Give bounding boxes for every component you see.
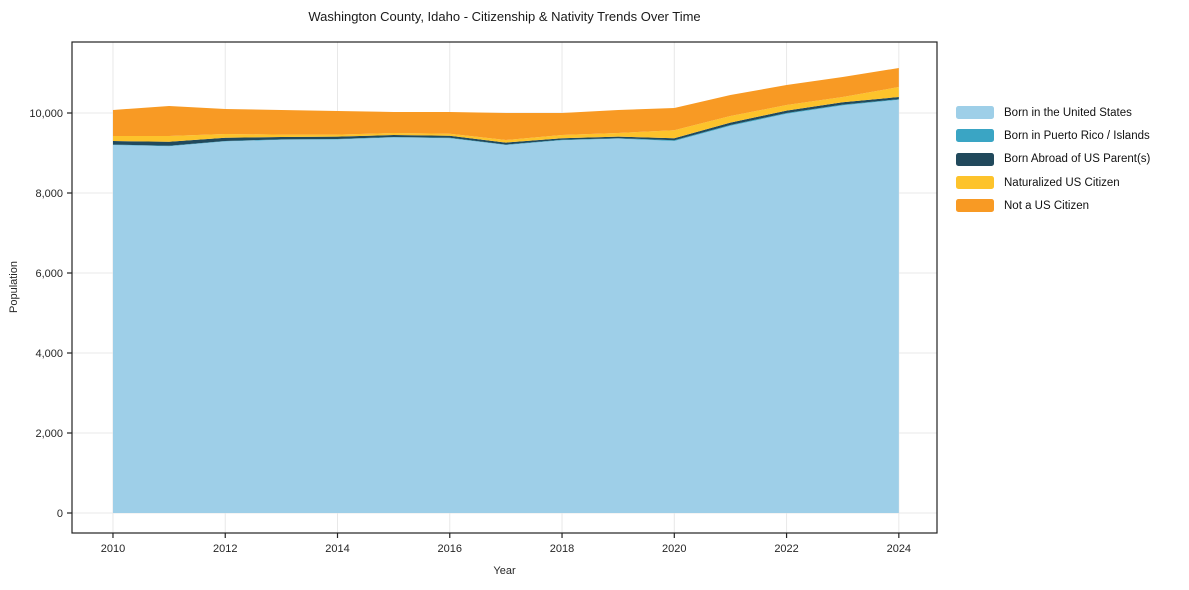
- legend-swatch: [956, 176, 994, 190]
- x-tick-label: 2016: [438, 543, 462, 555]
- area-born-in-the-united-states: [112, 99, 899, 514]
- x-tick-label: 2020: [662, 543, 686, 555]
- legend-item: Born in the United States: [956, 101, 1150, 124]
- y-tick-label: 4,000: [35, 348, 63, 360]
- x-tick-label: 2012: [213, 543, 237, 555]
- legend-item: Born in Puerto Rico / Islands: [956, 124, 1150, 147]
- legend-label: Born in Puerto Rico / Islands: [1004, 129, 1150, 142]
- legend-label: Born Abroad of US Parent(s): [1004, 153, 1151, 166]
- y-axis-label: Population: [8, 261, 20, 313]
- x-axis-label: Year: [493, 565, 516, 577]
- x-tick-label: 2014: [325, 543, 349, 555]
- chart-title: Washington County, Idaho - Citizenship &…: [308, 9, 701, 24]
- y-tick-label: 2,000: [35, 428, 63, 440]
- legend-swatch: [956, 152, 994, 166]
- legend-item: Born Abroad of US Parent(s): [956, 148, 1150, 171]
- area-born-abroad-of-us-parent-s: [112, 97, 899, 146]
- x-tick-label: 2018: [550, 543, 574, 555]
- legend: Born in the United States Born in Puerto …: [956, 101, 1150, 217]
- y-tick-label: 0: [57, 508, 63, 520]
- legend-label: Born in the United States: [1004, 106, 1132, 119]
- x-tick-label: 2010: [101, 543, 125, 555]
- area-not-a-us-citizen: [112, 68, 899, 140]
- legend-swatch: [956, 199, 994, 213]
- legend-item: Naturalized US Citizen: [956, 171, 1150, 194]
- x-tick-label: 2022: [774, 543, 798, 555]
- x-tick-label: 2024: [887, 543, 911, 555]
- legend-label: Not a US Citizen: [1004, 199, 1090, 212]
- y-tick-label: 8,000: [35, 188, 63, 200]
- y-tick-label: 10,000: [29, 108, 63, 120]
- legend-label: Naturalized US Citizen: [1004, 176, 1120, 189]
- plot-border: [71, 41, 938, 534]
- legend-item: Not a US Citizen: [956, 194, 1150, 217]
- legend-swatch: [956, 106, 994, 120]
- area-naturalized-us-citizen: [112, 87, 899, 143]
- area-born-in-puerto-rico-islands: [112, 99, 899, 147]
- legend-swatch: [956, 129, 994, 143]
- y-tick-label: 6,000: [35, 268, 63, 280]
